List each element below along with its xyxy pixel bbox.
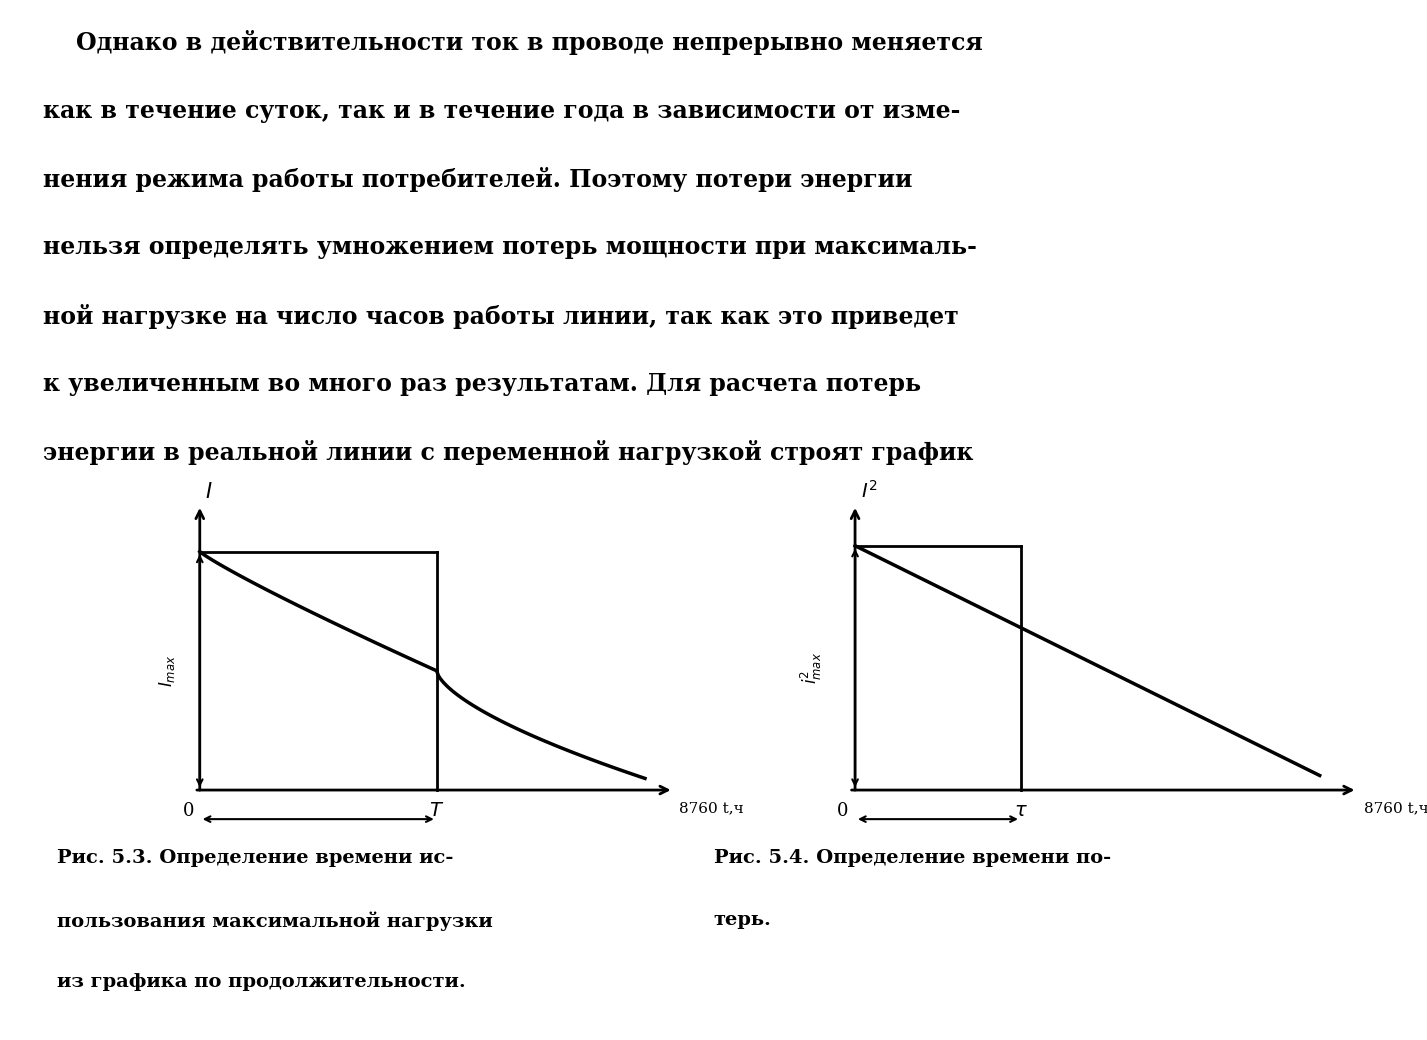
- Text: $\tau$: $\tau$: [1015, 802, 1027, 820]
- Text: Рис. 5.3. Определение времени ис-: Рис. 5.3. Определение времени ис-: [57, 849, 454, 866]
- Text: $i^2_{max}$: $i^2_{max}$: [799, 652, 823, 684]
- Text: $T$: $T$: [430, 802, 444, 820]
- Text: терь.: терь.: [714, 911, 772, 929]
- Text: $I$: $I$: [205, 483, 213, 502]
- Text: к увеличенным во много раз результатам. Для расчета потерь: к увеличенным во много раз результатам. …: [43, 372, 920, 396]
- Text: 8760 t,ч: 8760 t,ч: [679, 802, 743, 815]
- Text: ной нагрузке на число часов работы линии, так как это приведет: ной нагрузке на число часов работы линии…: [43, 304, 959, 329]
- Text: Рис. 5.4. Определение времени по-: Рис. 5.4. Определение времени по-: [714, 849, 1110, 866]
- Text: нения режима работы потребителей. Поэтому потери энергии: нения режима работы потребителей. Поэтом…: [43, 167, 912, 192]
- Text: 0: 0: [838, 802, 849, 820]
- Text: пользования максимальной нагрузки: пользования максимальной нагрузки: [57, 911, 492, 931]
- Text: нельзя определять умножением потерь мощности при максималь-: нельзя определять умножением потерь мощн…: [43, 235, 976, 259]
- Text: из графика по продолжительности.: из графика по продолжительности.: [57, 973, 465, 991]
- Text: энергии в реальной линии с переменной нагрузкой строят график: энергии в реальной линии с переменной на…: [43, 440, 973, 466]
- Text: 0: 0: [183, 802, 194, 820]
- Text: как в течение суток, так и в течение года в зависимости от изме-: как в течение суток, так и в течение год…: [43, 99, 960, 123]
- Text: $I_{max}$: $I_{max}$: [157, 654, 177, 687]
- Text: 8760 t,ч: 8760 t,ч: [1364, 802, 1427, 815]
- Text: $I^2$: $I^2$: [862, 480, 878, 502]
- Text: Однако в действительности ток в проводе непрерывно меняется: Однако в действительности ток в проводе …: [43, 30, 983, 55]
